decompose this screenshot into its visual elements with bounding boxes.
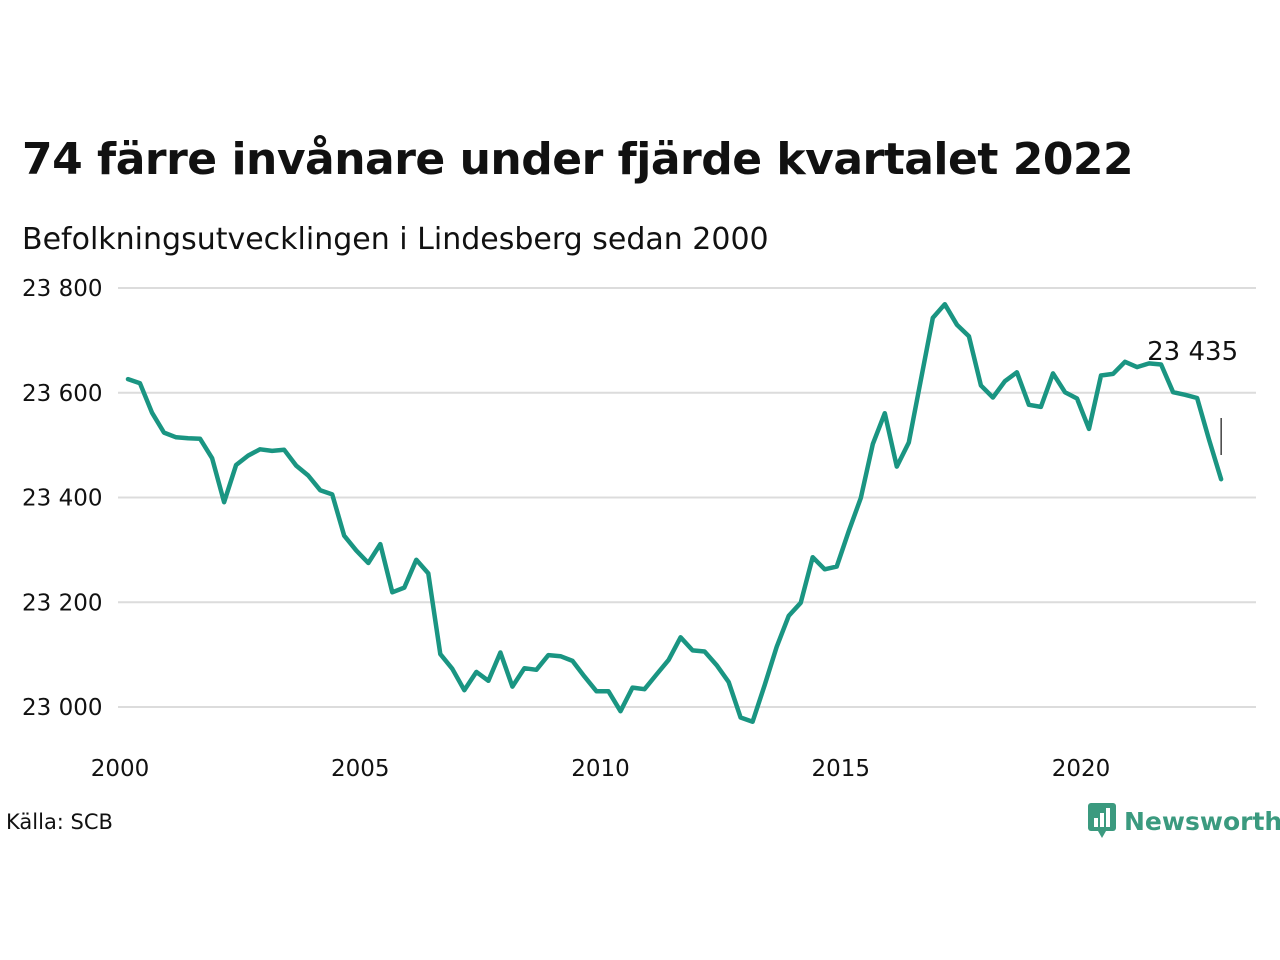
- population-line: [125, 301, 1224, 724]
- chart-title: 74 färre invånare under fjärde kvartalet…: [22, 134, 1134, 185]
- newsworthy-logo: Newsworthy: [1088, 803, 1280, 839]
- chart-subtitle: Befolkningsutvecklingen i Lindesberg sed…: [22, 222, 769, 257]
- x-tick-label: 2020: [1052, 756, 1111, 782]
- y-axis-tick-labels: 23 000 23 200 23 400 23 600 23 800: [22, 276, 102, 721]
- y-tick-label: 23 200: [22, 590, 102, 616]
- annotation-layer: 23 435: [1147, 337, 1238, 455]
- x-tick-label: 2010: [571, 756, 630, 782]
- last-value-label: 23 435: [1147, 337, 1238, 367]
- x-axis-tick-labels: 2000 2005 2010 2015 2020: [91, 756, 1111, 782]
- series-layer: [125, 301, 1224, 724]
- bar-chart-speech-bubble-icon: [1088, 803, 1116, 838]
- x-tick-label: 2015: [811, 756, 870, 782]
- y-tick-label: 23 000: [22, 695, 102, 721]
- y-tick-label: 23 400: [22, 486, 102, 512]
- x-tick-label: 2005: [331, 756, 390, 782]
- brand-name: Newsworthy: [1124, 806, 1280, 836]
- x-tick-label: 2000: [91, 756, 150, 782]
- y-tick-label: 23 800: [22, 276, 102, 302]
- source-note: Källa: SCB: [6, 810, 113, 834]
- y-tick-label: 23 600: [22, 381, 102, 407]
